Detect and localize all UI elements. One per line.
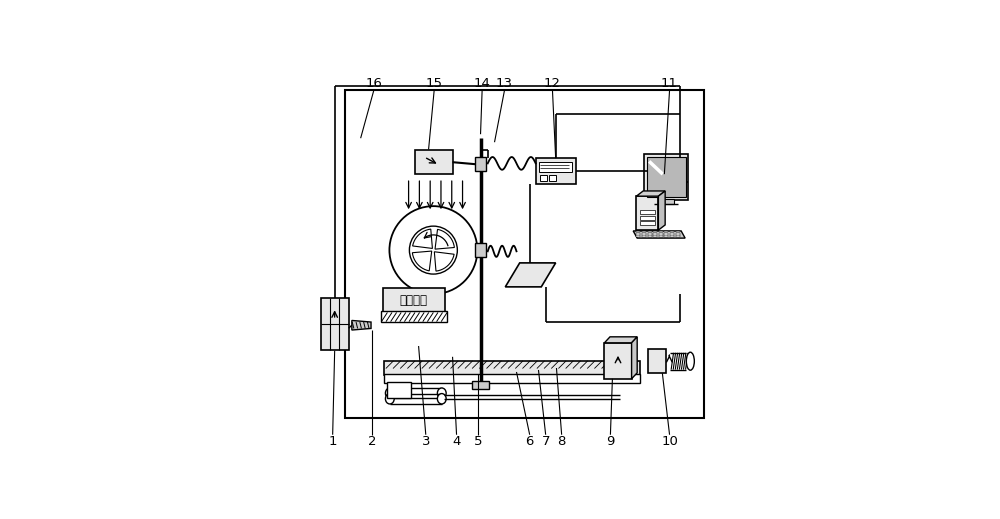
Bar [383, 288, 445, 312]
Ellipse shape [385, 388, 394, 399]
Bar [384, 361, 640, 375]
Bar [676, 230, 680, 232]
Text: 15: 15 [426, 77, 443, 90]
Text: 7: 7 [541, 435, 550, 448]
Bar [676, 233, 680, 235]
Bar [472, 381, 489, 389]
Bar [653, 233, 657, 235]
Bar [676, 235, 680, 237]
Bar [640, 216, 655, 220]
Polygon shape [604, 337, 637, 343]
Text: 11: 11 [661, 77, 678, 90]
Bar [415, 150, 453, 174]
Polygon shape [636, 191, 665, 196]
Bar [381, 311, 447, 322]
Bar [636, 233, 640, 235]
Text: 9: 9 [606, 435, 615, 448]
Text: 光电陶瓷: 光电陶瓷 [400, 294, 428, 307]
Bar [648, 233, 652, 235]
Bar [642, 230, 646, 232]
Ellipse shape [437, 393, 446, 404]
Polygon shape [505, 263, 556, 287]
Bar [644, 154, 688, 200]
Bar [647, 157, 686, 197]
Bar [636, 196, 658, 230]
Text: 10: 10 [661, 435, 678, 448]
Bar [536, 158, 576, 184]
Bar [670, 235, 674, 237]
Bar [648, 235, 652, 237]
Bar [321, 298, 349, 350]
Ellipse shape [437, 388, 446, 399]
Bar [659, 233, 663, 235]
Ellipse shape [385, 393, 394, 404]
Text: 13: 13 [496, 77, 513, 90]
Bar [670, 230, 674, 232]
Bar [642, 235, 646, 237]
Bar [384, 374, 640, 383]
Polygon shape [633, 231, 685, 238]
Bar [642, 233, 646, 235]
Polygon shape [352, 320, 371, 330]
Bar [658, 199, 674, 204]
Bar [475, 157, 486, 171]
Text: 1: 1 [328, 435, 337, 448]
Bar [653, 230, 657, 232]
Text: 4: 4 [452, 435, 461, 448]
Polygon shape [658, 191, 665, 230]
Bar [636, 235, 640, 237]
Bar [659, 230, 663, 232]
Text: 5: 5 [474, 435, 482, 448]
Bar [540, 174, 547, 181]
Bar [648, 230, 652, 232]
Bar [664, 230, 668, 232]
Text: 12: 12 [544, 77, 561, 90]
Bar [653, 235, 657, 237]
Bar [636, 230, 640, 232]
Bar [664, 233, 668, 235]
Circle shape [409, 226, 457, 274]
Bar [475, 243, 486, 257]
Bar [648, 349, 666, 373]
Polygon shape [632, 337, 637, 379]
Text: 2: 2 [368, 435, 376, 448]
Text: 14: 14 [474, 77, 491, 90]
Bar [659, 235, 663, 237]
Bar [549, 174, 556, 181]
Ellipse shape [686, 352, 694, 370]
Bar [670, 233, 674, 235]
Bar [640, 221, 655, 225]
Bar [345, 90, 704, 418]
Bar [664, 235, 668, 237]
Bar [604, 343, 632, 379]
Text: 6: 6 [525, 435, 534, 448]
Text: 16: 16 [365, 77, 382, 90]
Bar [640, 210, 655, 214]
Circle shape [389, 206, 477, 294]
Text: 8: 8 [557, 435, 566, 448]
Bar [387, 382, 411, 398]
Text: 3: 3 [422, 435, 430, 448]
Bar [539, 162, 572, 172]
